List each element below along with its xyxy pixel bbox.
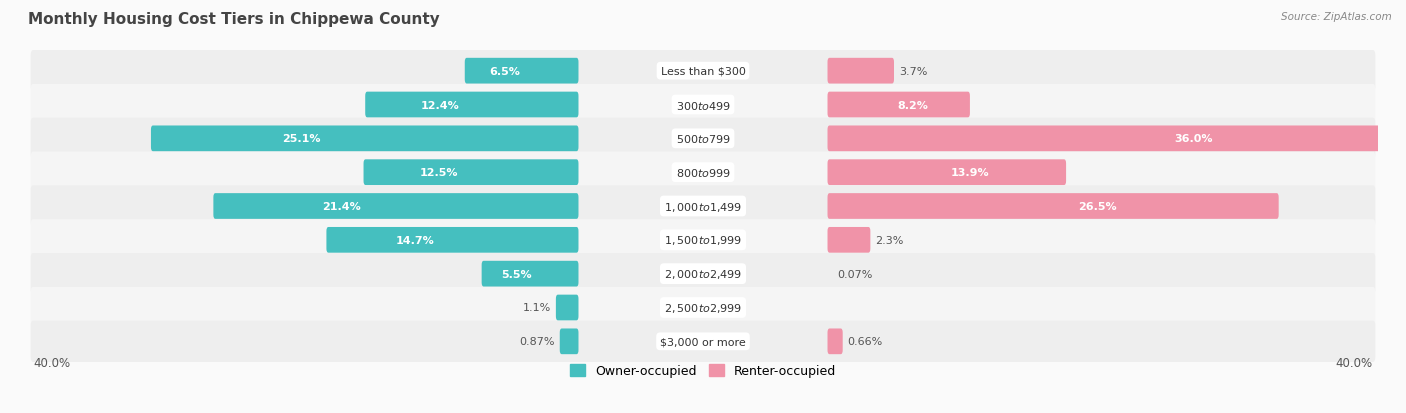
FancyBboxPatch shape [828, 59, 894, 84]
Text: $500 to $799: $500 to $799 [675, 133, 731, 145]
Text: 0.66%: 0.66% [848, 337, 883, 347]
FancyBboxPatch shape [828, 160, 1066, 185]
Text: 40.0%: 40.0% [1336, 356, 1372, 369]
Text: $3,000 or more: $3,000 or more [661, 337, 745, 347]
Legend: Owner-occupied, Renter-occupied: Owner-occupied, Renter-occupied [565, 359, 841, 382]
FancyBboxPatch shape [31, 51, 1375, 92]
FancyBboxPatch shape [150, 126, 578, 152]
Text: Monthly Housing Cost Tiers in Chippewa County: Monthly Housing Cost Tiers in Chippewa C… [28, 12, 440, 27]
FancyBboxPatch shape [828, 228, 870, 253]
FancyBboxPatch shape [828, 93, 970, 118]
Text: 13.9%: 13.9% [950, 168, 990, 178]
FancyBboxPatch shape [31, 287, 1375, 328]
Text: 5.5%: 5.5% [501, 269, 531, 279]
Text: 8.2%: 8.2% [897, 100, 928, 110]
Text: 3.7%: 3.7% [898, 66, 927, 76]
FancyBboxPatch shape [465, 59, 578, 84]
FancyBboxPatch shape [326, 228, 578, 253]
Text: 0.87%: 0.87% [520, 337, 555, 347]
Text: 26.5%: 26.5% [1078, 202, 1118, 211]
FancyBboxPatch shape [555, 295, 578, 320]
Text: $1,000 to $1,499: $1,000 to $1,499 [664, 200, 742, 213]
FancyBboxPatch shape [560, 329, 578, 354]
FancyBboxPatch shape [31, 85, 1375, 126]
Text: $800 to $999: $800 to $999 [675, 167, 731, 179]
Text: $2,500 to $2,999: $2,500 to $2,999 [664, 301, 742, 314]
FancyBboxPatch shape [31, 254, 1375, 294]
FancyBboxPatch shape [828, 126, 1406, 152]
FancyBboxPatch shape [828, 329, 842, 354]
FancyBboxPatch shape [828, 194, 1278, 219]
Text: 21.4%: 21.4% [322, 202, 361, 211]
Text: $2,000 to $2,499: $2,000 to $2,499 [664, 268, 742, 280]
FancyBboxPatch shape [482, 261, 578, 287]
FancyBboxPatch shape [214, 194, 578, 219]
Text: 12.5%: 12.5% [420, 168, 458, 178]
Text: 36.0%: 36.0% [1175, 134, 1213, 144]
Text: 40.0%: 40.0% [34, 356, 70, 369]
FancyBboxPatch shape [31, 119, 1375, 159]
Text: 6.5%: 6.5% [489, 66, 520, 76]
Text: Source: ZipAtlas.com: Source: ZipAtlas.com [1281, 12, 1392, 22]
FancyBboxPatch shape [364, 160, 578, 185]
Text: Less than $300: Less than $300 [661, 66, 745, 76]
Text: 0.07%: 0.07% [838, 269, 873, 279]
Text: $1,500 to $1,999: $1,500 to $1,999 [664, 234, 742, 247]
FancyBboxPatch shape [366, 93, 578, 118]
Text: 1.1%: 1.1% [523, 303, 551, 313]
Text: 14.7%: 14.7% [396, 235, 434, 245]
Text: $300 to $499: $300 to $499 [675, 99, 731, 111]
FancyBboxPatch shape [31, 220, 1375, 261]
FancyBboxPatch shape [31, 321, 1375, 362]
Text: 12.4%: 12.4% [420, 100, 460, 110]
Text: 25.1%: 25.1% [283, 134, 321, 144]
FancyBboxPatch shape [31, 186, 1375, 227]
Text: 2.3%: 2.3% [875, 235, 904, 245]
FancyBboxPatch shape [31, 152, 1375, 193]
